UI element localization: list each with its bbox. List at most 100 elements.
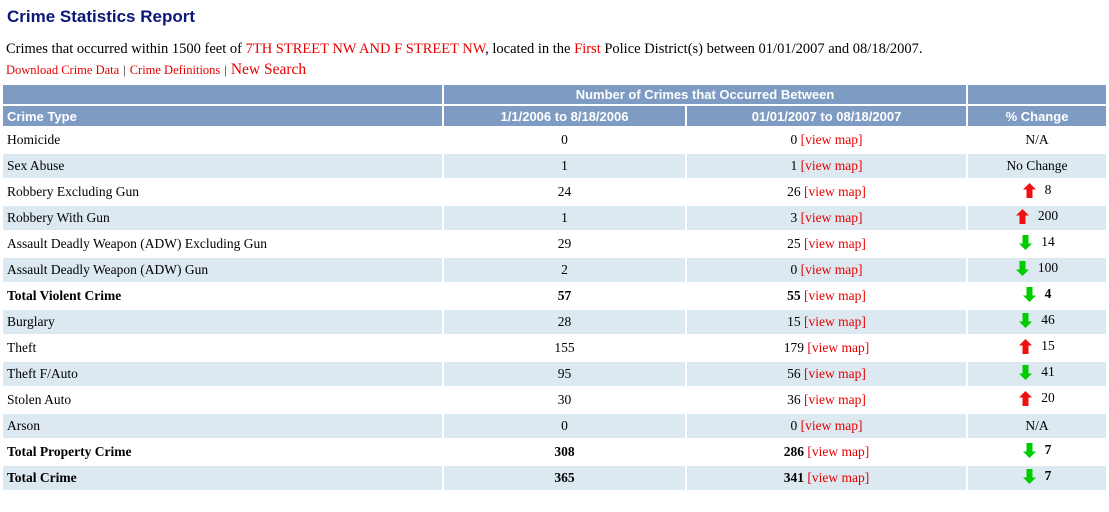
percent-change-cell: 200 [968, 206, 1106, 230]
percent-change-cell: 41 [968, 362, 1106, 386]
column-header-2007-period: 01/01/2007 to 08/18/2007 [687, 106, 966, 126]
summary-text-after-location: , located in the [485, 41, 575, 57]
count-2007-value: 0 [790, 418, 798, 433]
table-row: Robbery Excluding Gun 24 26 [view map] 8 [3, 180, 1106, 204]
down-arrow-icon [1015, 260, 1029, 276]
view-map-link[interactable]: [view map] [804, 392, 866, 407]
crime-type-cell: Total Crime [3, 466, 442, 490]
percent-change-value: 15 [1041, 338, 1055, 354]
crime-statistics-table: Number of Crimes that Occurred Between C… [1, 83, 1108, 492]
report-summary: Crimes that occurred within 1500 feet of… [6, 41, 1108, 58]
count-2006-cell: 30 [444, 388, 685, 412]
percent-change-value: 200 [1037, 208, 1059, 224]
view-map-link[interactable]: [view map] [800, 132, 863, 147]
link-separator: | [224, 63, 227, 77]
percent-change-value: 4 [1044, 286, 1052, 302]
table-row: Total Property Crime 308 286 [view map] … [3, 440, 1106, 464]
view-map-link[interactable]: [view map] [807, 444, 870, 459]
table-row: Burglary 28 15 [view map] 46 [3, 310, 1106, 334]
new-search-link[interactable]: New Search [230, 61, 307, 78]
crime-type-cell: Total Violent Crime [3, 284, 442, 308]
crime-type-cell: Burglary [3, 310, 442, 334]
view-map-link[interactable]: [view map] [804, 184, 866, 199]
count-2006-cell: 28 [444, 310, 685, 334]
crime-definitions-link[interactable]: Crime Definitions [129, 63, 221, 77]
percent-change-cell: 7 [968, 440, 1106, 464]
crime-type-cell: Total Property Crime [3, 440, 442, 464]
percent-change-cell: N/A [968, 128, 1106, 152]
count-2007-cell: 179 [view map] [687, 336, 966, 360]
group-header-label: Number of Crimes that Occurred Between [444, 85, 966, 104]
summary-location: 7TH STREET NW AND F STREET NW [245, 41, 486, 57]
percent-change-cell: 46 [968, 310, 1106, 334]
count-2007-cell: 3 [view map] [687, 206, 966, 230]
percent-change-cell: 20 [968, 388, 1106, 412]
view-map-link[interactable]: [view map] [800, 158, 863, 173]
percent-change-cell: 100 [968, 258, 1106, 282]
count-2007-value: 3 [790, 210, 798, 225]
count-2007-value: 26 [787, 184, 801, 199]
table-row: Assault Deadly Weapon (ADW) Excluding Gu… [3, 232, 1106, 256]
percent-change-cell: 4 [968, 284, 1106, 308]
crime-type-cell: Theft [3, 336, 442, 360]
crime-type-cell: Robbery With Gun [3, 206, 442, 230]
up-arrow-icon [1019, 338, 1033, 354]
download-crime-data-link[interactable]: Download Crime Data [6, 63, 120, 77]
column-header-2006-period: 1/1/2006 to 8/18/2006 [444, 106, 685, 126]
view-map-link[interactable]: [view map] [804, 314, 866, 329]
down-arrow-icon [1022, 468, 1036, 484]
percent-change-value: 46 [1041, 312, 1055, 328]
group-header-spacer [968, 85, 1106, 104]
table-row: Assault Deadly Weapon (ADW) Gun 2 0 [vie… [3, 258, 1106, 282]
percent-change-cell: No Change [968, 154, 1106, 178]
crime-type-cell: Stolen Auto [3, 388, 442, 412]
down-arrow-icon [1019, 364, 1033, 380]
up-arrow-icon [1015, 208, 1029, 224]
percent-change-label: N/A [1025, 132, 1049, 147]
percent-change-label: No Change [1006, 158, 1068, 173]
crime-type-cell: Homicide [3, 128, 442, 152]
table-row: Total Violent Crime 57 55 [view map] 4 [3, 284, 1106, 308]
percent-change-value: 7 [1044, 442, 1052, 458]
count-2007-cell: 0 [view map] [687, 128, 966, 152]
count-2007-cell: 56 [view map] [687, 362, 966, 386]
count-2007-cell: 36 [view map] [687, 388, 966, 412]
count-2007-value: 0 [790, 262, 798, 277]
count-2007-cell: 15 [view map] [687, 310, 966, 334]
group-header-spacer [3, 85, 442, 104]
count-2006-cell: 308 [444, 440, 685, 464]
link-separator: | [123, 63, 126, 77]
percent-change-cell: 15 [968, 336, 1106, 360]
view-map-link[interactable]: [view map] [807, 340, 870, 355]
count-2007-cell: 1 [view map] [687, 154, 966, 178]
view-map-link[interactable]: [view map] [800, 262, 863, 277]
percent-change-value: 20 [1041, 390, 1055, 406]
count-2006-cell: 0 [444, 128, 685, 152]
count-2007-value: 55 [787, 288, 801, 303]
percent-change-cell: N/A [968, 414, 1106, 438]
count-2007-cell: 0 [view map] [687, 414, 966, 438]
count-2007-cell: 55 [view map] [687, 284, 966, 308]
count-2007-value: 25 [787, 236, 801, 251]
count-2007-value: 341 [783, 470, 804, 485]
count-2007-value: 36 [787, 392, 801, 407]
count-2007-value: 1 [790, 158, 798, 173]
count-2007-cell: 341 [view map] [687, 466, 966, 490]
percent-change-cell: 14 [968, 232, 1106, 256]
count-2007-cell: 286 [view map] [687, 440, 966, 464]
view-map-link[interactable]: [view map] [804, 288, 866, 303]
view-map-link[interactable]: [view map] [804, 236, 866, 251]
view-map-link[interactable]: [view map] [804, 366, 866, 381]
view-map-link[interactable]: [view map] [800, 210, 863, 225]
count-2007-value: 15 [787, 314, 801, 329]
view-map-link[interactable]: [view map] [800, 418, 863, 433]
count-2006-cell: 0 [444, 414, 685, 438]
count-2006-cell: 57 [444, 284, 685, 308]
crime-type-cell: Arson [3, 414, 442, 438]
view-map-link[interactable]: [view map] [807, 470, 870, 485]
percent-change-cell: 8 [968, 180, 1106, 204]
table-row: Theft 155 179 [view map] 15 [3, 336, 1106, 360]
crime-type-cell: Theft F/Auto [3, 362, 442, 386]
count-2006-cell: 1 [444, 206, 685, 230]
down-arrow-icon [1022, 442, 1036, 458]
